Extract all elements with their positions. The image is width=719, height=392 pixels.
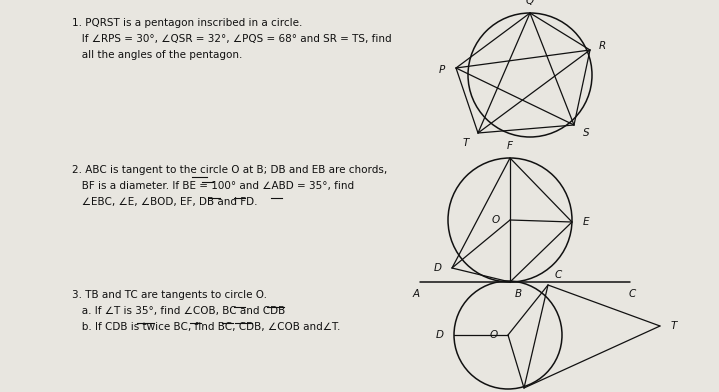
Text: BF is a diameter. If BE = 100° and ∠ABD = 35°, find: BF is a diameter. If BE = 100° and ∠ABD …	[72, 181, 354, 191]
Text: a. If ∠T is 35°, find ∠COB, BC and CDB: a. If ∠T is 35°, find ∠COB, BC and CDB	[72, 306, 285, 316]
Text: Q: Q	[526, 0, 534, 6]
Text: ∠EBC, ∠E, ∠BOD, EF, DB and FD.: ∠EBC, ∠E, ∠BOD, EF, DB and FD.	[72, 197, 257, 207]
Text: C: C	[628, 289, 636, 299]
Text: all the angles of the pentagon.: all the angles of the pentagon.	[72, 50, 242, 60]
Text: 1. PQRST is a pentagon inscribed in a circle.: 1. PQRST is a pentagon inscribed in a ci…	[72, 18, 303, 28]
Text: A: A	[413, 289, 420, 299]
Text: F: F	[507, 141, 513, 151]
Text: S: S	[582, 128, 590, 138]
Text: P: P	[439, 65, 445, 75]
Text: 2. ABC is tangent to the circle O at B; DB and EB are chords,: 2. ABC is tangent to the circle O at B; …	[72, 165, 388, 175]
Text: O: O	[490, 330, 498, 340]
Text: B: B	[514, 289, 521, 299]
Text: T: T	[671, 321, 677, 331]
Text: b. If CDB is twice BC, find BC, CDB, ∠COB and∠T.: b. If CDB is twice BC, find BC, CDB, ∠CO…	[72, 322, 340, 332]
Text: T: T	[463, 138, 470, 148]
Text: 3. TB and TC are tangents to circle O.: 3. TB and TC are tangents to circle O.	[72, 290, 267, 300]
Text: R: R	[598, 41, 605, 51]
Text: D: D	[436, 330, 444, 340]
Text: C: C	[554, 270, 562, 280]
Text: O: O	[492, 215, 500, 225]
Text: If ∠RPS = 30°, ∠QSR = 32°, ∠PQS = 68° and SR = TS, find: If ∠RPS = 30°, ∠QSR = 32°, ∠PQS = 68° an…	[72, 34, 392, 44]
Text: D: D	[434, 263, 442, 273]
Text: E: E	[583, 217, 590, 227]
